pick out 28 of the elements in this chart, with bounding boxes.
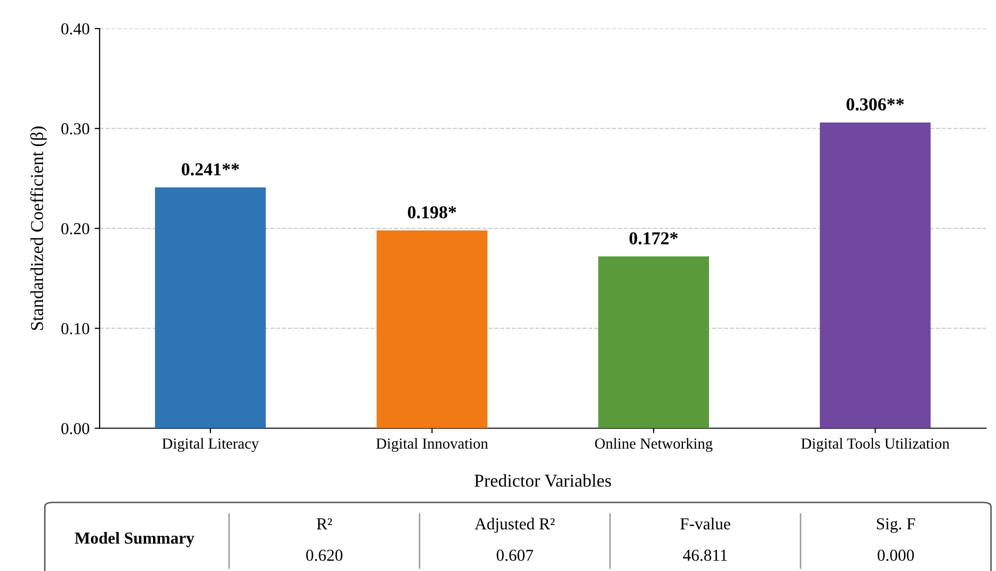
text: F-value	[680, 518, 730, 530]
data-label: 0.241**	[182, 163, 239, 176]
bar	[376, 230, 488, 428]
text: 0.607	[496, 550, 534, 561]
y-tick-label: 0.10	[61, 323, 90, 334]
text: Model Summary	[74, 532, 194, 548]
data-label: 0.306**	[846, 98, 904, 111]
text: Sig. F	[876, 518, 916, 533]
text: 0.620	[306, 550, 342, 561]
x-tick-label: Online Networking	[595, 438, 713, 452]
bar	[820, 122, 931, 428]
data-label: 0.198*	[408, 206, 456, 218]
x-tick-label: Digital Innovation	[376, 438, 488, 452]
text: Adjusted R²	[474, 518, 555, 533]
y-tick-label: 0.20	[61, 223, 90, 234]
y-tick-label: 0.30	[61, 123, 90, 134]
x-tick-label: Digital Literacy	[162, 438, 259, 452]
y-tick-label: 0.40	[61, 23, 90, 35]
text: R²	[316, 518, 332, 530]
text: 46.811	[683, 550, 727, 561]
y-axis-title: Standardized Coefficient (β)	[30, 126, 47, 330]
text: 0.000	[878, 550, 914, 561]
x-tick-label: Digital Tools Utilization	[801, 438, 950, 452]
x-axis-title: Predictor Variables	[474, 474, 611, 487]
y-tick-label: 0.00	[61, 422, 90, 434]
data-label: 0.172*	[629, 232, 678, 244]
bar	[155, 187, 266, 428]
bar	[598, 256, 710, 428]
